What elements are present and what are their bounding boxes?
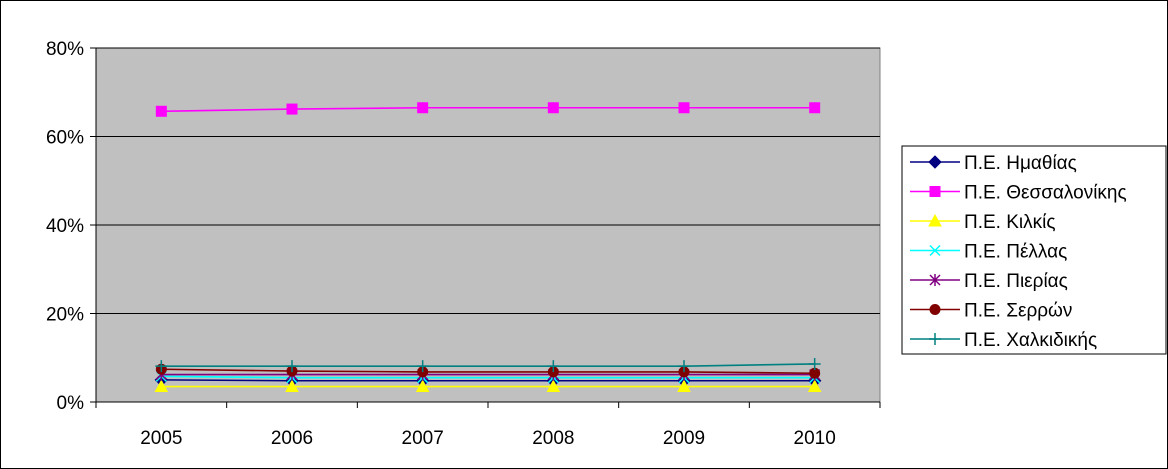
legend-marker — [929, 274, 941, 286]
legend-label: Π.Ε. Πιερίας — [964, 271, 1068, 292]
x-tick-label: 2010 — [794, 428, 836, 449]
y-tick-label: 0% — [57, 393, 85, 414]
data-point — [415, 379, 430, 393]
data-point — [416, 360, 429, 373]
legend-item: Π.Ε. Σερρών — [910, 301, 1072, 322]
legend-marker — [929, 333, 941, 345]
x-axis-ticks: 2005 2006 2007 2008 2009 2010 — [140, 428, 836, 449]
gridlines — [96, 47, 880, 314]
legend-item: Π.Ε. Ημαθίας — [910, 153, 1077, 174]
axes — [90, 47, 881, 408]
x-tick-label: 2009 — [663, 428, 705, 449]
legend-marker — [929, 304, 941, 315]
data-point — [417, 102, 429, 114]
x-tick-label: 2008 — [532, 428, 574, 449]
data-point — [547, 102, 559, 114]
legend-item: Π.Ε. Πιερίας — [910, 271, 1068, 292]
legend-label: Π.Ε. Πέλλας — [964, 242, 1067, 263]
legend-marker — [929, 244, 941, 257]
data-point — [808, 357, 821, 370]
legend: Π.Ε. Ημαθίας Π.Ε. Θεσσαλονίκης Π.Ε. Κιλκίς… — [901, 145, 1167, 355]
legend-label: Π.Ε. Κιλκίς — [964, 212, 1056, 233]
legend-item: Π.Ε. Πέλλας — [910, 242, 1067, 263]
data-point — [155, 105, 167, 117]
y-tick-label: 80% — [46, 39, 84, 60]
data-point — [678, 360, 690, 373]
data-point — [677, 379, 691, 393]
legend-marker — [929, 186, 941, 197]
data-point — [286, 103, 298, 115]
series-2 — [154, 379, 822, 393]
series-line — [161, 368, 815, 375]
legend-label: Π.Ε. Σερρών — [964, 301, 1072, 322]
legend-item: Π.Ε. Κιλκίς — [910, 212, 1056, 233]
data-point — [547, 360, 560, 373]
data-point — [154, 379, 169, 393]
x-tick-label: 2005 — [140, 428, 182, 449]
x-tick-label: 2007 — [402, 428, 444, 449]
y-tick-label: 60% — [46, 128, 84, 149]
y-tick-label: 20% — [46, 305, 84, 326]
legend-marker — [928, 155, 942, 169]
legend-label: Π.Ε. Ημαθίας — [964, 153, 1077, 174]
legend-item: Π.Ε. Χαλκιδικής — [910, 330, 1097, 351]
series-line — [161, 375, 815, 379]
data-point — [678, 102, 690, 114]
series-layer — [154, 102, 822, 393]
data-point — [155, 360, 168, 373]
legend-item: Π.Ε. Θεσσαλονίκης — [910, 183, 1127, 204]
series-line — [161, 379, 815, 382]
series-6 — [155, 357, 821, 373]
data-point — [285, 379, 299, 393]
series-line — [161, 363, 815, 367]
data-point — [807, 379, 822, 393]
data-point — [809, 102, 821, 114]
series-1 — [155, 102, 821, 117]
x-tick-label: 2006 — [271, 428, 313, 449]
data-point — [286, 360, 298, 373]
series-line — [161, 106, 815, 113]
y-axis-ticks: 0% 20% 40% 60% 80% — [46, 39, 84, 414]
y-tick-label: 40% — [46, 216, 84, 237]
legend-label: Π.Ε. Θεσσαλονίκης — [964, 183, 1127, 204]
legend-label: Π.Ε. Χαλκιδικής — [964, 330, 1097, 351]
data-point — [546, 379, 561, 393]
legend-marker — [928, 213, 942, 227]
